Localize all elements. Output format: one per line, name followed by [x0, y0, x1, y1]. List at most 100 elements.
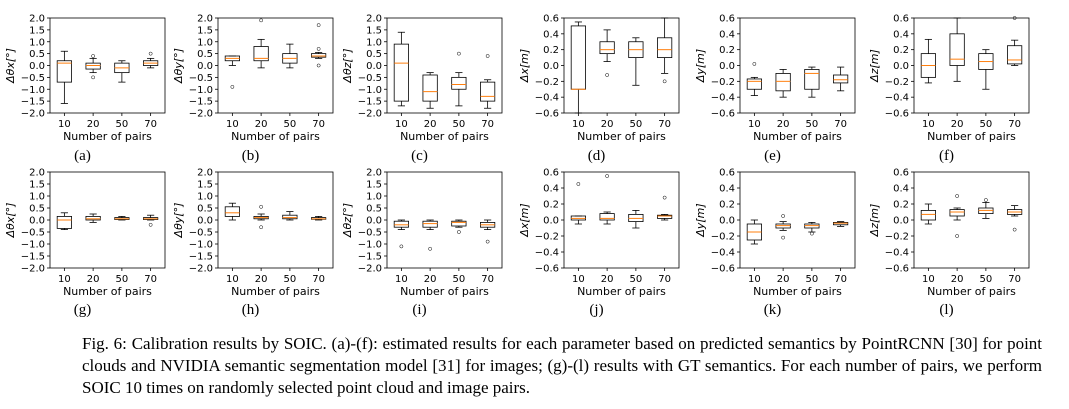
outlier-point	[955, 194, 959, 198]
caption-text: Calibration results by SOIC. (a)-(f): es…	[82, 334, 1043, 397]
iqr-box	[949, 33, 965, 66]
y-tick-label: 0.2	[719, 200, 735, 211]
y-tick-label: −0.5	[21, 228, 45, 239]
box-50	[114, 215, 130, 221]
y-tick-label: −0.2	[885, 77, 909, 88]
subfigure-label: (d)	[587, 148, 606, 164]
x-tick-label: 10	[58, 274, 71, 285]
box-20	[599, 29, 615, 77]
y-tick-label: −0.2	[535, 77, 559, 88]
box-10	[746, 62, 762, 96]
y-tick-label: −0.4	[711, 248, 735, 259]
iqr-box	[253, 46, 269, 62]
x-tick-label: 50	[116, 274, 129, 285]
subplot-a: 2.01.51.00.50.0−0.5−1.0−1.5−2.0 Δθx[°] 10 2…	[4, 14, 166, 143]
outlier-point	[605, 174, 609, 178]
x-tick-label: 70	[144, 119, 157, 130]
x-tick-label: 10	[226, 119, 239, 130]
x-tick-label: 20	[424, 119, 437, 130]
y-tick-label: 0.6	[719, 168, 735, 179]
y-tick-label: 0.0	[719, 216, 735, 227]
y-tick-label: −0.6	[711, 109, 735, 120]
y-axis-label: Δz[m]	[868, 204, 881, 238]
y-tick-label: −1.5	[358, 97, 382, 108]
outlier-point	[955, 234, 959, 238]
outlier-point	[148, 51, 153, 56]
y-tick-label: 0.0	[29, 216, 45, 227]
outlier-point	[399, 244, 404, 249]
y-tick-label: 0.5	[197, 204, 213, 215]
x-tick-label: 10	[922, 119, 935, 130]
outlier-point	[91, 54, 95, 58]
y-tick-label: 0.2	[543, 45, 559, 56]
y-axis-label: Δθx[°]	[4, 203, 17, 239]
x-axis-label: Number of pairs	[927, 285, 1016, 298]
x-tick-label: 70	[658, 274, 671, 285]
x-tick-label: 50	[116, 119, 129, 130]
y-tick-label: 0.4	[893, 29, 909, 40]
x-tick-label: 70	[834, 274, 847, 285]
y-tick-label: 0.4	[719, 184, 735, 195]
y-tick-label: −0.6	[535, 264, 559, 275]
outlier-point	[605, 73, 609, 77]
y-tick-label: 0.5	[366, 204, 382, 215]
y-tick-label: 0.5	[366, 49, 382, 60]
y-tick-label: −2.0	[358, 109, 382, 120]
y-axis-label: Δθy[°]	[172, 48, 185, 84]
outlier-point	[259, 225, 263, 230]
box-50	[282, 211, 298, 221]
box-70	[657, 17, 673, 84]
y-tick-label: 1.5	[366, 180, 382, 191]
y-tick-label: 1.5	[29, 180, 45, 191]
iqr-box	[85, 62, 101, 70]
y-tick-label: −1.5	[189, 252, 213, 263]
iqr-box	[920, 209, 936, 221]
y-tick-label: 0.6	[543, 168, 559, 179]
x-tick-label: 70	[312, 274, 325, 285]
y-tick-label: 0.6	[893, 14, 909, 25]
subplot-c: 2.01.51.00.50.0−0.5−1.0−1.5−2.0 Δθz[°] 10 2…	[341, 14, 503, 143]
box-70	[143, 214, 159, 227]
y-tick-label: −0.6	[535, 109, 559, 120]
y-tick-label: 0.2	[893, 200, 909, 211]
subplot-l: 0.6 0.4 0.2 0.0 −0.2 −0.4 −0.6 Δz[m] 10 20 50 70Num…	[868, 168, 1030, 298]
x-tick-label: 20	[777, 274, 790, 285]
box-10	[393, 219, 409, 249]
subfigure-label: (k)	[763, 302, 782, 318]
y-axis-label: Δy[m]	[694, 49, 707, 83]
box-20	[422, 219, 438, 251]
box-70	[480, 219, 496, 244]
box-70	[833, 221, 849, 227]
figure-caption: Fig. 6: Calibration results by SOIC. (a)…	[82, 333, 1042, 399]
x-axis-label: Number of pairs	[577, 285, 666, 298]
iqr-box	[422, 220, 438, 228]
subplot-h: 2.01.51.00.50.0−0.5−1.0−1.5−2.0 Δθy[°] 10 2…	[172, 168, 334, 298]
iqr-box	[804, 69, 820, 90]
iqr-box	[599, 213, 615, 221]
box-10	[570, 182, 586, 225]
box-70	[657, 195, 673, 221]
y-tick-label: 2.0	[29, 168, 45, 179]
x-tick-label: 50	[630, 119, 643, 130]
outlier-point	[576, 182, 581, 186]
box-20	[775, 214, 791, 240]
box-50	[804, 221, 820, 236]
outlier-point	[1012, 227, 1017, 232]
y-tick-label: −1.5	[21, 252, 45, 263]
y-tick-label: −2.0	[358, 264, 382, 275]
box-10	[920, 38, 936, 84]
outlier-point	[984, 198, 988, 202]
x-tick-label: 70	[1008, 274, 1021, 285]
y-tick-label: −0.4	[535, 248, 559, 259]
y-tick-label: −0.5	[358, 228, 382, 239]
y-tick-label: −0.4	[885, 93, 909, 104]
x-tick-label: 70	[144, 274, 157, 285]
outlier-point	[752, 62, 757, 66]
y-tick-label: −0.4	[885, 248, 909, 259]
y-tick-label: 2.0	[366, 14, 382, 25]
iqr-box	[85, 215, 101, 221]
y-tick-label: 1.5	[197, 25, 213, 36]
x-axis-label: Number of pairs	[63, 130, 152, 143]
subfigure-label: (g)	[73, 302, 92, 318]
box-20	[85, 213, 101, 223]
